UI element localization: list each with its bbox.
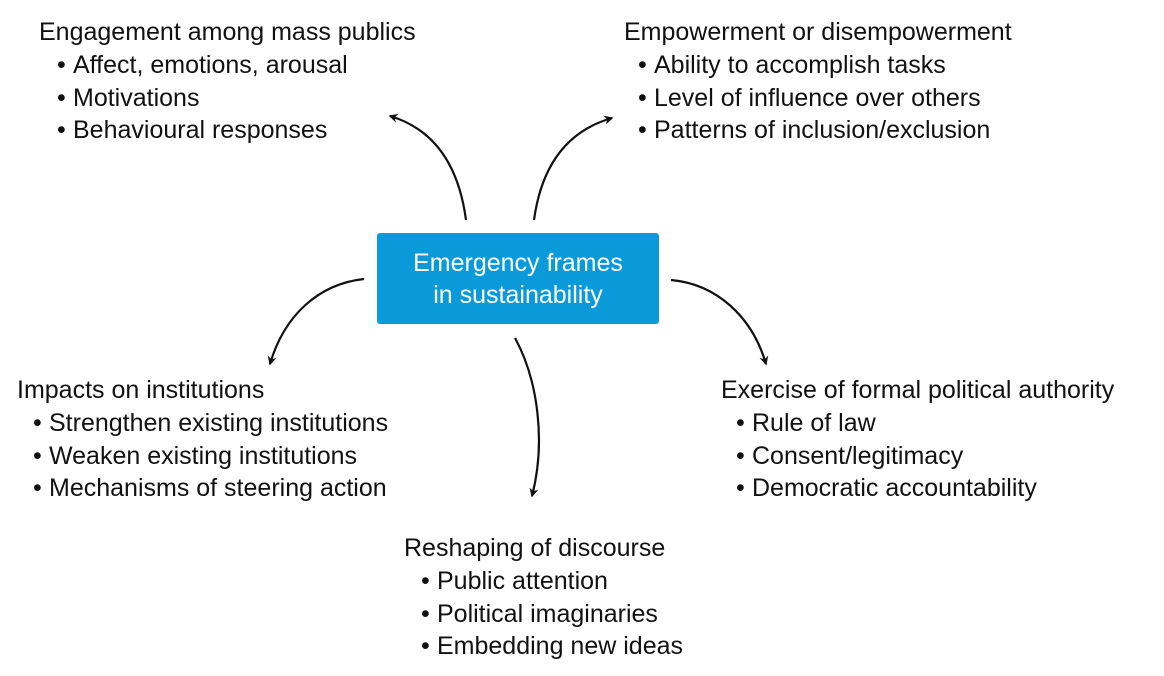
list-item: • Level of influence over others	[638, 82, 1012, 115]
list-item-text: Behavioural responses	[73, 116, 328, 144]
list-item-text: Democratic accountability	[752, 474, 1037, 502]
topic-authority: Exercise of formal political authority •…	[721, 374, 1114, 505]
bullet-icon: •	[57, 51, 66, 79]
list-item-text: Affect, emotions, arousal	[73, 51, 348, 79]
list-item: • Strengthen existing institutions	[33, 407, 388, 440]
list-item: • Rule of law	[736, 407, 1114, 440]
bullet-icon: •	[421, 599, 430, 628]
bullet-icon: •	[57, 116, 66, 144]
topic-title: Reshaping of discourse	[404, 534, 666, 562]
list-item-text: Mechanisms of steering action	[49, 474, 387, 502]
bullet-icon: •	[33, 441, 42, 470]
list-item: • Ability to accomplish tasks	[638, 49, 1012, 82]
bullet-icon: •	[638, 83, 647, 112]
bullet-icon: •	[421, 567, 430, 595]
list-item-text: Consent/legitimacy	[752, 441, 964, 470]
list-item: • Mechanisms of steering action	[33, 472, 388, 505]
center-node-line-1: Emergency frames	[413, 248, 623, 277]
arrow-to-institutions	[267, 277, 365, 366]
list-item: • Patterns of inclusion/exclusion	[638, 114, 1012, 147]
topic-empowerment: Empowerment or disempowerment • Ability t…	[624, 16, 1012, 147]
topic-title: Impacts on institutions	[17, 376, 265, 404]
arrow-to-empowerment	[532, 115, 614, 221]
list-item-text: Strengthen existing institutions	[49, 409, 389, 437]
list-item-text: Ability to accomplish tasks	[654, 51, 946, 79]
topic-title: Exercise of formal political authority	[721, 376, 1115, 404]
list-item: • Consent/legitimacy	[736, 440, 1114, 473]
list-item-text: Motivations	[73, 83, 200, 112]
center-node-line-2: in sustainability	[433, 280, 603, 309]
list-item-text: Embedding new ideas	[437, 632, 683, 660]
list-item-text: Weaken existing institutions	[49, 441, 358, 470]
topic-item-list: • Public attention • Political imaginaries…	[421, 565, 683, 663]
list-item: • Motivations	[57, 82, 416, 115]
bullet-icon: •	[33, 409, 42, 437]
list-item: • Behavioural responses	[57, 114, 416, 147]
arrow-to-engagement	[388, 113, 468, 221]
list-item: • Embedding new ideas	[421, 630, 683, 663]
list-item: • Democratic accountability	[736, 472, 1114, 505]
topic-discourse: Reshaping of discourse • Public attention…	[404, 532, 683, 663]
list-item: • Political imaginaries	[421, 598, 683, 631]
list-item-text: Political imaginaries	[437, 599, 658, 628]
topic-title: Empowerment or disempowerment	[624, 18, 1012, 46]
arrow-to-authority	[670, 278, 769, 366]
bullet-icon: •	[736, 409, 745, 437]
topic-item-list: • Rule of law • Consent/legitimacy • Democr…	[736, 407, 1114, 505]
bullet-icon: •	[736, 474, 745, 502]
list-item: • Public attention	[421, 565, 683, 598]
list-item-text: Patterns of inclusion/exclusion	[654, 116, 991, 144]
arrow-to-discourse	[514, 337, 540, 498]
list-item-text: Public attention	[437, 567, 608, 595]
bullet-icon: •	[638, 51, 647, 79]
topic-engagement: Engagement among mass publics • Affect, e…	[39, 16, 416, 147]
bullet-icon: •	[638, 116, 647, 144]
topic-title: Engagement among mass publics	[39, 18, 416, 46]
center-node-emergency-frames: Emergency frames in sustainability	[377, 233, 659, 324]
bullet-icon: •	[421, 632, 430, 660]
topic-item-list: • Strengthen existing institutions • Weake…	[33, 407, 388, 505]
topic-item-list: • Ability to accomplish tasks • Level of i…	[638, 49, 1012, 147]
list-item-text: Level of influence over others	[654, 83, 981, 112]
topic-item-list: • Affect, emotions, arousal • Motivations …	[57, 49, 416, 147]
list-item-text: Rule of law	[752, 409, 876, 437]
bullet-icon: •	[57, 83, 66, 112]
list-item: • Weaken existing institutions	[33, 440, 388, 473]
bullet-icon: •	[33, 474, 42, 502]
list-item: • Affect, emotions, arousal	[57, 49, 416, 82]
topic-institutions: Impacts on institutions • Strengthen exis…	[17, 374, 388, 505]
bullet-icon: •	[736, 441, 745, 470]
